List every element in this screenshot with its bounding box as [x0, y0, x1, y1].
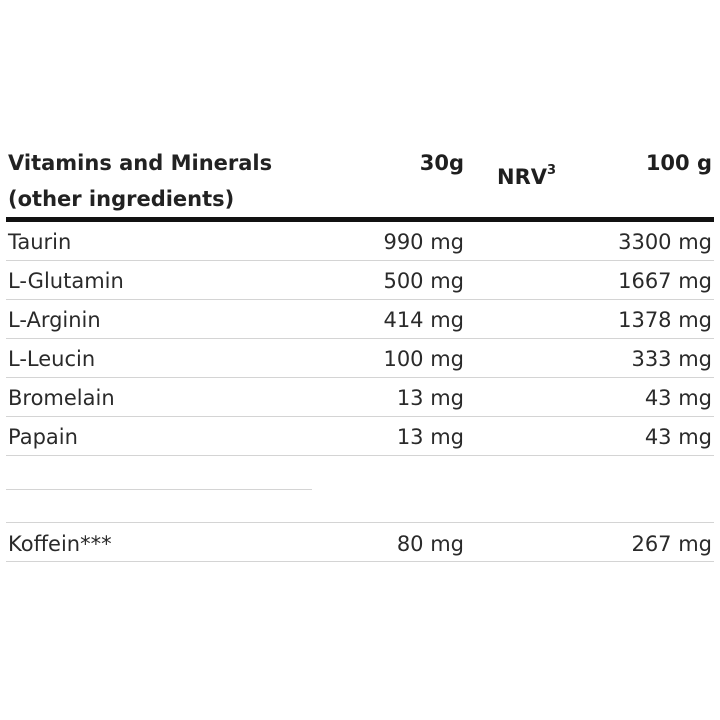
row-value-100g: 333 mg: [631, 347, 712, 371]
header-30g: 30g: [419, 151, 464, 175]
table-row: Papain 13 mg 43 mg: [6, 417, 714, 456]
nutrition-table: Vitamins and Minerals (other ingredients…: [6, 141, 714, 562]
table-row: Bromelain 13 mg 43 mg: [6, 378, 714, 417]
table-spacer: [6, 456, 714, 523]
spacer-divider: [6, 489, 312, 490]
row-value-30g: 13 mg: [396, 386, 464, 410]
row-value-100g: 1378 mg: [618, 308, 712, 332]
header-divider: [6, 217, 714, 222]
header-ingredients-label: Vitamins and Minerals (other ingredients…: [8, 145, 272, 217]
table-header: Vitamins and Minerals (other ingredients…: [6, 141, 714, 217]
header-nrv: NRV3: [497, 163, 557, 189]
row-value-30g: 500 mg: [383, 269, 464, 293]
row-value-30g: 13 mg: [396, 425, 464, 449]
row-value-100g: 3300 mg: [618, 230, 712, 254]
header-nrv-footnote: 3: [547, 163, 557, 178]
table-row: Taurin 990 mg 3300 mg: [6, 222, 714, 261]
row-value-30g: 414 mg: [383, 308, 464, 332]
row-name: L-Leucin: [8, 347, 96, 371]
row-value-100g: 43 mg: [644, 425, 712, 449]
row-value-30g: 80 mg: [396, 532, 464, 556]
header-title-line2: (other ingredients): [8, 187, 235, 211]
row-name: Taurin: [8, 230, 72, 254]
header-title-line1: Vitamins and Minerals: [8, 151, 273, 175]
row-value-100g: 1667 mg: [618, 269, 712, 293]
row-name: Bromelain: [8, 386, 115, 410]
row-value-30g: 100 mg: [383, 347, 464, 371]
row-name: L-Glutamin: [8, 269, 124, 293]
header-100g: 100 g: [645, 151, 712, 175]
row-name: Papain: [8, 425, 78, 449]
row-name: L-Arginin: [8, 308, 101, 332]
row-name: Koffein***: [8, 532, 112, 556]
table-row: L-Glutamin 500 mg 1667 mg: [6, 261, 714, 300]
row-value-100g: 43 mg: [644, 386, 712, 410]
table-row: Koffein*** 80 mg 267 mg: [6, 523, 714, 562]
table-row: L-Arginin 414 mg 1378 mg: [6, 300, 714, 339]
header-nrv-label: NRV: [497, 165, 547, 189]
table-row: L-Leucin 100 mg 333 mg: [6, 339, 714, 378]
row-value-100g: 267 mg: [631, 532, 712, 556]
row-value-30g: 990 mg: [383, 230, 464, 254]
